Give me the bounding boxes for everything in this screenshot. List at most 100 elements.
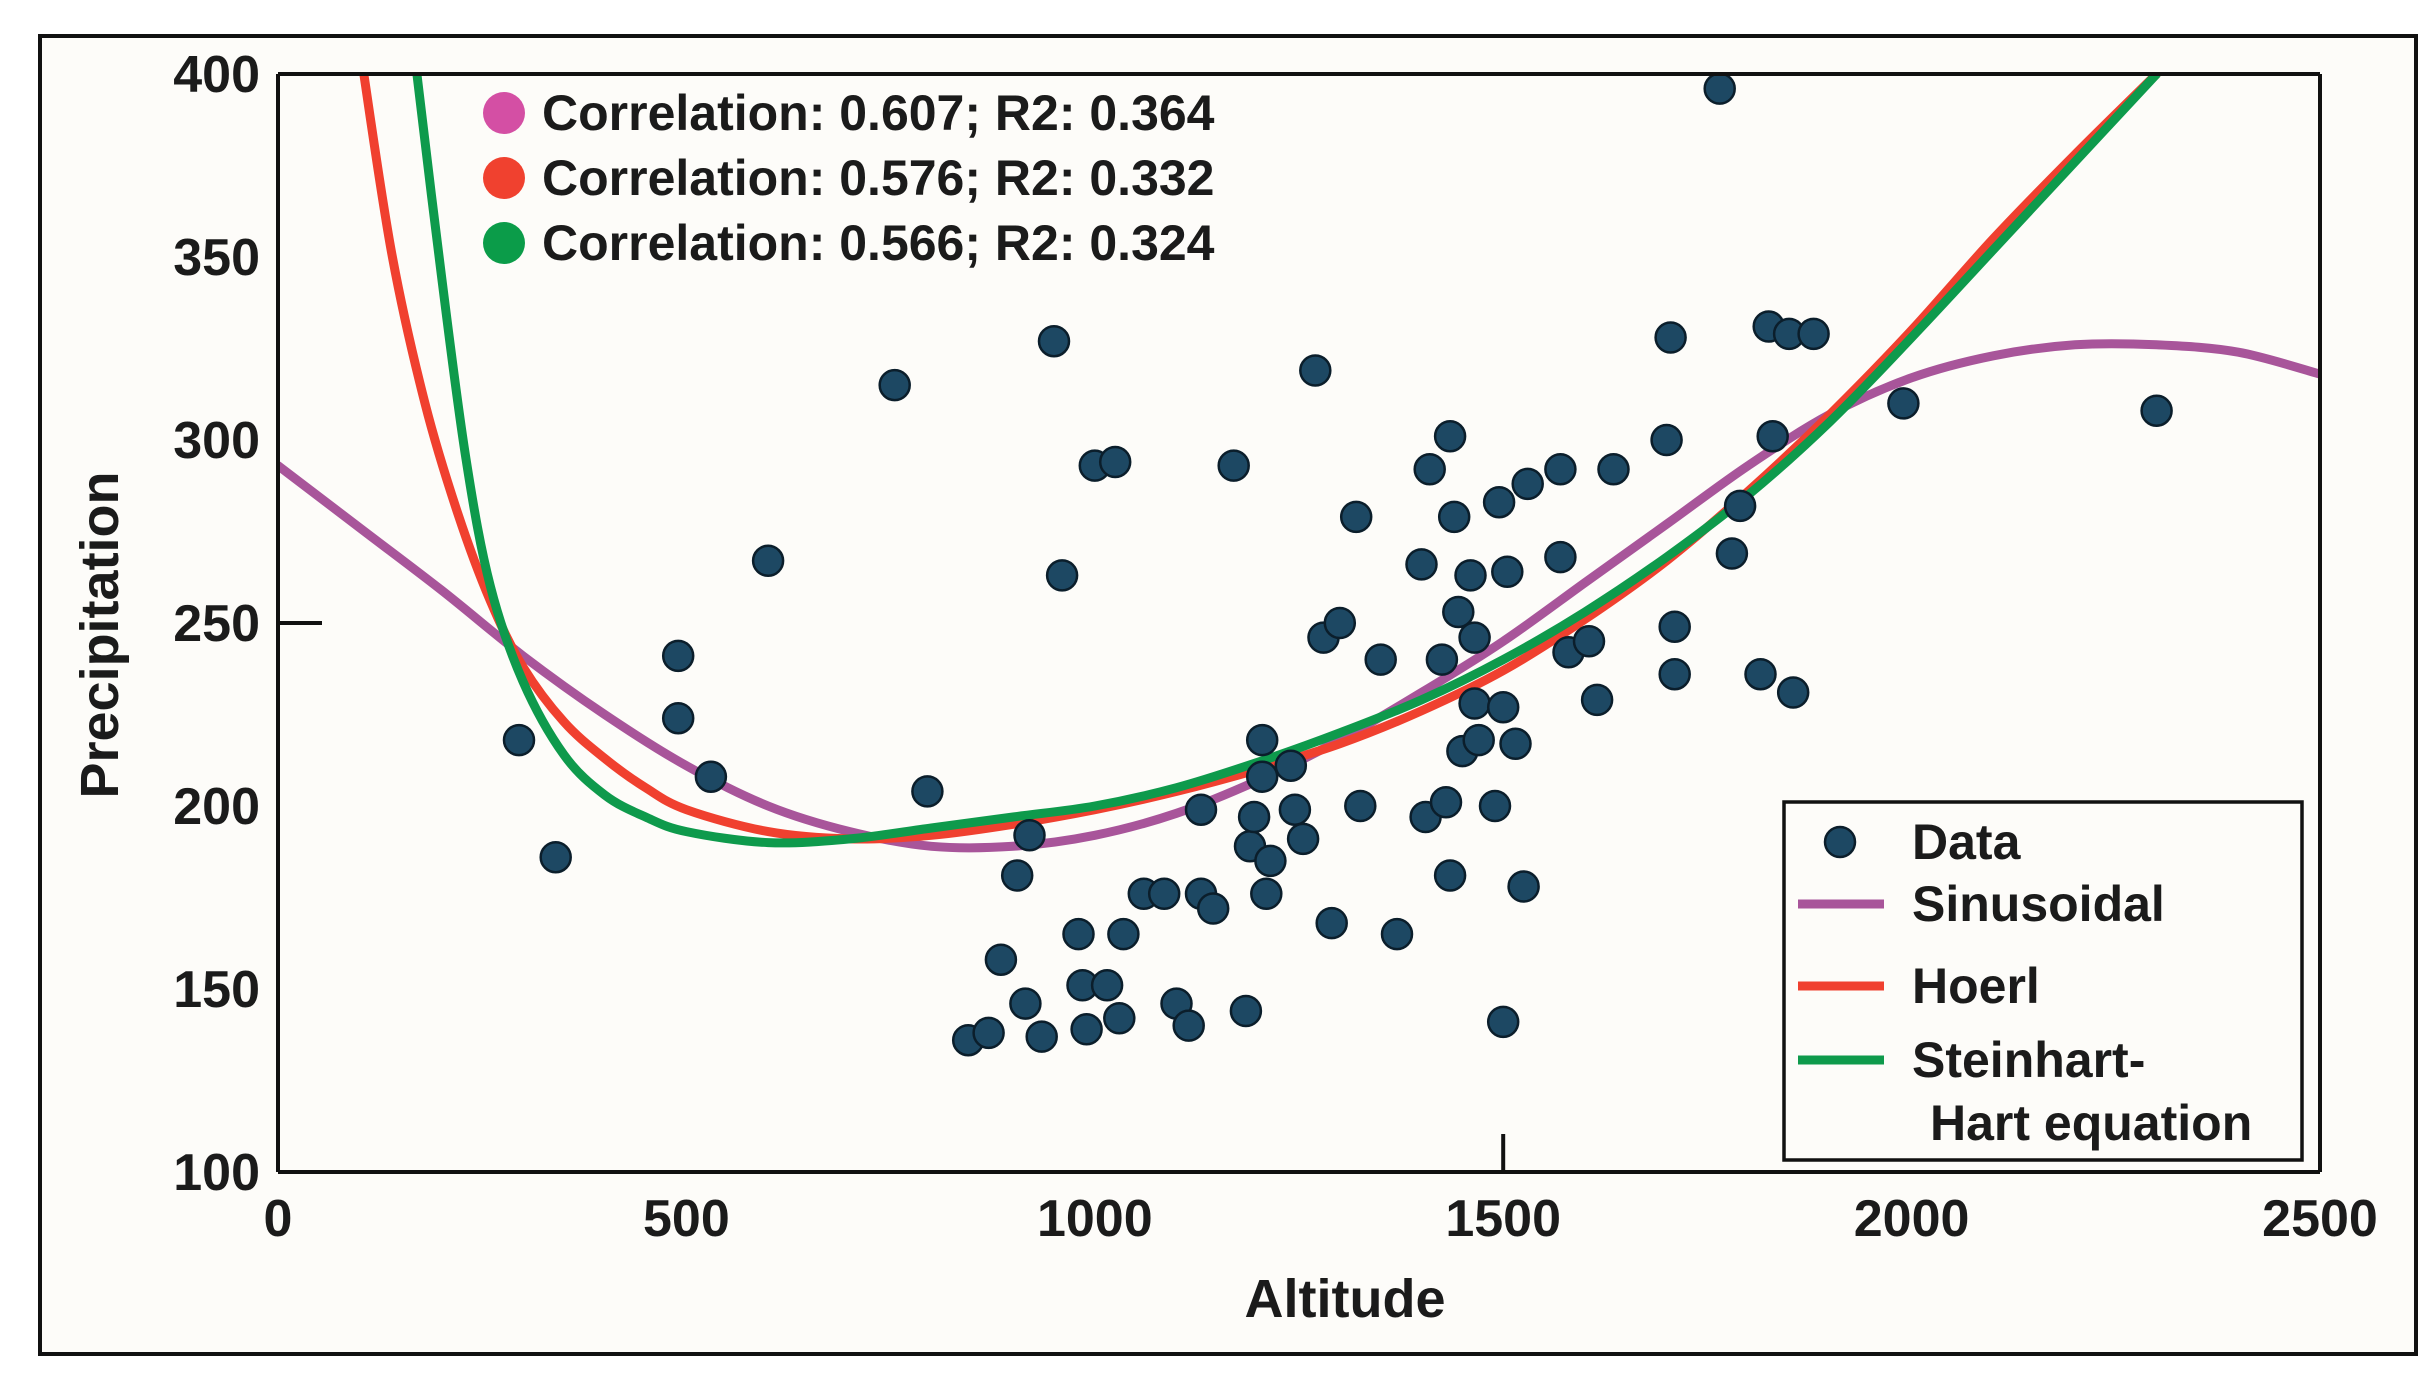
- annotation-marker: [483, 222, 525, 264]
- data-point: [1009, 987, 1042, 1020]
- legend-label-data: Data: [1912, 814, 2022, 870]
- data-point: [1425, 643, 1459, 676]
- data-point: [1491, 555, 1524, 589]
- y-tick-label: 200: [173, 778, 260, 836]
- data-point: [1254, 844, 1287, 878]
- annotation-marker: [483, 157, 525, 199]
- data-point: [1442, 595, 1475, 629]
- data-point: [1433, 420, 1467, 453]
- data-point: [1098, 445, 1132, 479]
- legend-label-sinusoidal: Sinusoidal: [1912, 876, 2165, 932]
- data-point: [694, 760, 728, 793]
- data-point: [2140, 394, 2173, 427]
- data-point: [1286, 822, 1320, 856]
- data-point: [1715, 537, 1749, 570]
- annotation-marker: [483, 92, 525, 134]
- x-tick-label: 2500: [2262, 1190, 2378, 1248]
- y-tick-label: 250: [173, 595, 260, 653]
- x-tick-label: 1500: [1445, 1190, 1561, 1248]
- data-point: [911, 775, 944, 808]
- data-point: [539, 840, 572, 874]
- y-axis-title: Precipitation: [70, 471, 130, 798]
- data-point: [661, 639, 695, 673]
- data-point: [1025, 1020, 1058, 1053]
- data-point: [1723, 489, 1757, 523]
- data-point: [1482, 485, 1516, 519]
- data-point: [1147, 877, 1181, 911]
- data-point: [1507, 870, 1540, 903]
- x-tick-label: 0: [264, 1190, 293, 1248]
- data-point: [1217, 449, 1250, 482]
- annotation-text: Correlation: 0.607; R2: 0.364: [542, 85, 1215, 141]
- data-point: [1887, 387, 1920, 420]
- y-tick-label: 350: [173, 229, 260, 287]
- data-point: [1572, 625, 1606, 658]
- data-point: [1344, 789, 1377, 823]
- data-point: [1458, 621, 1491, 654]
- data-point: [1511, 467, 1544, 501]
- data-point: [1000, 859, 1034, 892]
- axes: 0 500 1000 1500 2000 2500 100 150 200 250 300 350 40…: [70, 46, 2378, 1329]
- data-point: [1429, 786, 1463, 819]
- data-point: [1315, 906, 1348, 940]
- data-point: [1486, 690, 1520, 724]
- data-point: [1278, 793, 1312, 826]
- figure-frame: 0 500 1000 1500 2000 2500 100 150 200 250 300 350 40…: [38, 34, 2418, 1356]
- data-point: [1703, 72, 1736, 105]
- data-point: [1237, 800, 1271, 834]
- x-axis-title: Altitude: [1245, 1269, 1446, 1329]
- y-tick-label: 400: [173, 46, 260, 104]
- data-point: [1486, 1005, 1520, 1039]
- data-point: [1103, 1002, 1136, 1035]
- data-point: [1499, 727, 1532, 761]
- data-point: [1364, 643, 1397, 676]
- data-point: [1454, 559, 1487, 592]
- data-point: [1405, 548, 1438, 581]
- scatter-chart: 0 500 1000 1500 2000 2500 100 150 200 250 300 350 40…: [70, 46, 2378, 1329]
- data-point: [751, 544, 785, 578]
- legend-box: [1782, 800, 2304, 1162]
- data-point: [1650, 423, 1683, 457]
- correlation-annotations: Correlation: 0.607; R2: 0.364 Correlation…: [483, 85, 1215, 271]
- legend-label-steinhart: Steinhart-: [1912, 1032, 2145, 1088]
- data-point: [1654, 321, 1687, 354]
- data-point: [1090, 969, 1124, 1002]
- legend-swatch-data: [1823, 825, 1857, 859]
- legend-label-hoerl: Hoerl: [1912, 958, 2040, 1014]
- data-point: [1045, 559, 1079, 592]
- data-point: [1597, 453, 1630, 486]
- data-point: [661, 701, 695, 735]
- legend: Data Sinusoidal Hoerl Steinhart- Hart equati…: [1782, 800, 2304, 1162]
- data-point: [502, 723, 536, 757]
- data-point: [1107, 917, 1140, 951]
- data-point: [1062, 917, 1095, 951]
- data-point: [1413, 453, 1446, 486]
- data-point: [1658, 610, 1691, 643]
- y-tick-label: 100: [173, 1144, 260, 1202]
- annotation-text: Correlation: 0.566; R2: 0.324: [542, 215, 1215, 271]
- data-point: [984, 943, 1018, 976]
- steinhart-hart-equation-curve: [412, 74, 2162, 848]
- data-point: [1744, 657, 1777, 691]
- y-tick-label: 300: [173, 412, 260, 470]
- data-point: [1339, 500, 1373, 534]
- data-point: [1580, 683, 1614, 717]
- data-point: [1462, 723, 1495, 757]
- data-point: [1458, 687, 1491, 720]
- data-point: [1299, 354, 1332, 387]
- data-point: [1478, 789, 1512, 823]
- data-point: [1245, 723, 1279, 757]
- data-point: [1184, 793, 1218, 826]
- data-point: [1037, 324, 1071, 358]
- data-point: [1544, 540, 1577, 574]
- data-point: [878, 368, 911, 402]
- data-point: [1380, 917, 1414, 951]
- data-point: [1196, 892, 1230, 925]
- x-tick-label: 1000: [1037, 1190, 1153, 1248]
- data-point: [1323, 606, 1357, 640]
- data-point: [1797, 317, 1830, 351]
- x-tick-label: 2000: [1854, 1190, 1970, 1248]
- x-tick-label: 500: [643, 1190, 730, 1248]
- data-point: [1274, 749, 1308, 782]
- data-point: [1013, 819, 1046, 852]
